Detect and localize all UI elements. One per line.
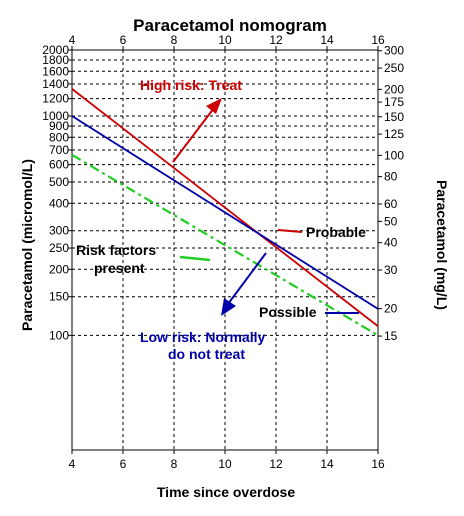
- y-tick-label-left: 250: [49, 241, 69, 255]
- probable-annotation: Probable: [306, 224, 366, 240]
- y-tick-label-right: 50: [384, 214, 398, 228]
- chart-title: Paracetamol nomogram: [133, 16, 327, 35]
- y-tick-label-left: 1800: [42, 53, 69, 67]
- y-tick-label-left: 300: [49, 224, 69, 238]
- x-tick-label-bottom: 14: [320, 457, 334, 471]
- high-risk-arrow-head: [206, 98, 222, 114]
- y-tick-label-right: 300: [384, 44, 404, 58]
- possible-annotation: Possible: [259, 304, 317, 320]
- y-tick-label-left: 200: [49, 262, 69, 276]
- y-tick-label-right: 200: [384, 82, 404, 96]
- risk-factors-pointer: [179, 255, 211, 262]
- high-risk-annotation: High risk: Treat: [140, 77, 242, 93]
- high-risk-arrow-shaft: [172, 107, 215, 163]
- risk-factors-annotation-line1: Risk factors: [76, 242, 156, 258]
- y-tick-label-left: 800: [49, 130, 69, 144]
- x-tick-label-top: 14: [320, 33, 334, 47]
- y-tick-label-right: 175: [384, 95, 404, 109]
- annotation-arrows: [172, 98, 359, 316]
- y-tick-label-right: 250: [384, 61, 404, 75]
- y-tick-label-right: 100: [384, 148, 404, 162]
- y-tick-label-left: 1400: [42, 77, 69, 91]
- y-tick-label-left: 1200: [42, 92, 69, 106]
- series-line-risk-factors-present: [71, 153, 379, 337]
- low-risk-arrow-shaft: [227, 252, 267, 305]
- series-line-probable: [71, 88, 379, 327]
- x-axis-label: Time since overdose: [157, 484, 295, 500]
- y-tick-label-right: 80: [384, 170, 398, 184]
- y-tick-label-right: 20: [384, 302, 398, 316]
- risk-factors-annotation-line2: present: [94, 260, 145, 276]
- series: [71, 88, 379, 337]
- x-tick-label-bottom: 10: [218, 457, 232, 471]
- x-tick-label-top: 8: [171, 33, 178, 47]
- ticks: 4466881010121214141616200018001600140012…: [42, 33, 404, 471]
- y-tick-label-left: 1600: [42, 64, 69, 78]
- y-tick-label-left: 2000: [42, 43, 69, 57]
- x-tick-label-top: 12: [269, 33, 283, 47]
- x-tick-label-top: 4: [69, 33, 76, 47]
- y-axis-label-left: Paracetamol (micromol/L): [19, 159, 35, 331]
- x-tick-label-top: 6: [120, 33, 127, 47]
- y-tick-label-right: 40: [384, 236, 398, 250]
- y-tick-label-left: 500: [49, 175, 69, 189]
- y-tick-label-left: 100: [49, 328, 69, 342]
- y-tick-label-left: 150: [49, 290, 69, 304]
- y-tick-label-right: 125: [384, 127, 404, 141]
- x-tick-label-bottom: 6: [120, 457, 127, 471]
- y-tick-label-left: 400: [49, 196, 69, 210]
- y-tick-label-right: 150: [384, 110, 404, 124]
- x-tick-label-bottom: 16: [371, 457, 385, 471]
- x-tick-label-top: 10: [218, 33, 232, 47]
- y-tick-label-left: 900: [49, 119, 69, 133]
- y-tick-label-left: 600: [49, 158, 69, 172]
- y-tick-label-right: 30: [384, 263, 398, 277]
- low-risk-annotation-line2: do not treat: [168, 346, 245, 362]
- y-tick-label-right: 15: [384, 329, 398, 343]
- x-tick-label-bottom: 4: [69, 457, 76, 471]
- x-tick-label-bottom: 12: [269, 457, 283, 471]
- series-line-possible: [71, 115, 379, 310]
- low-risk-arrow-head: [221, 298, 236, 316]
- y-tick-label-left: 1000: [42, 109, 69, 123]
- y-tick-label-right: 60: [384, 197, 398, 211]
- x-tick-label-top: 16: [371, 33, 385, 47]
- y-tick-label-left: 700: [49, 143, 69, 157]
- probable-pointer: [277, 229, 303, 233]
- x-tick-label-bottom: 8: [171, 457, 178, 471]
- low-risk-annotation-line1: Low risk: Normally: [140, 329, 265, 345]
- y-axis-label-right: Paracetamol (mg/L): [434, 180, 450, 310]
